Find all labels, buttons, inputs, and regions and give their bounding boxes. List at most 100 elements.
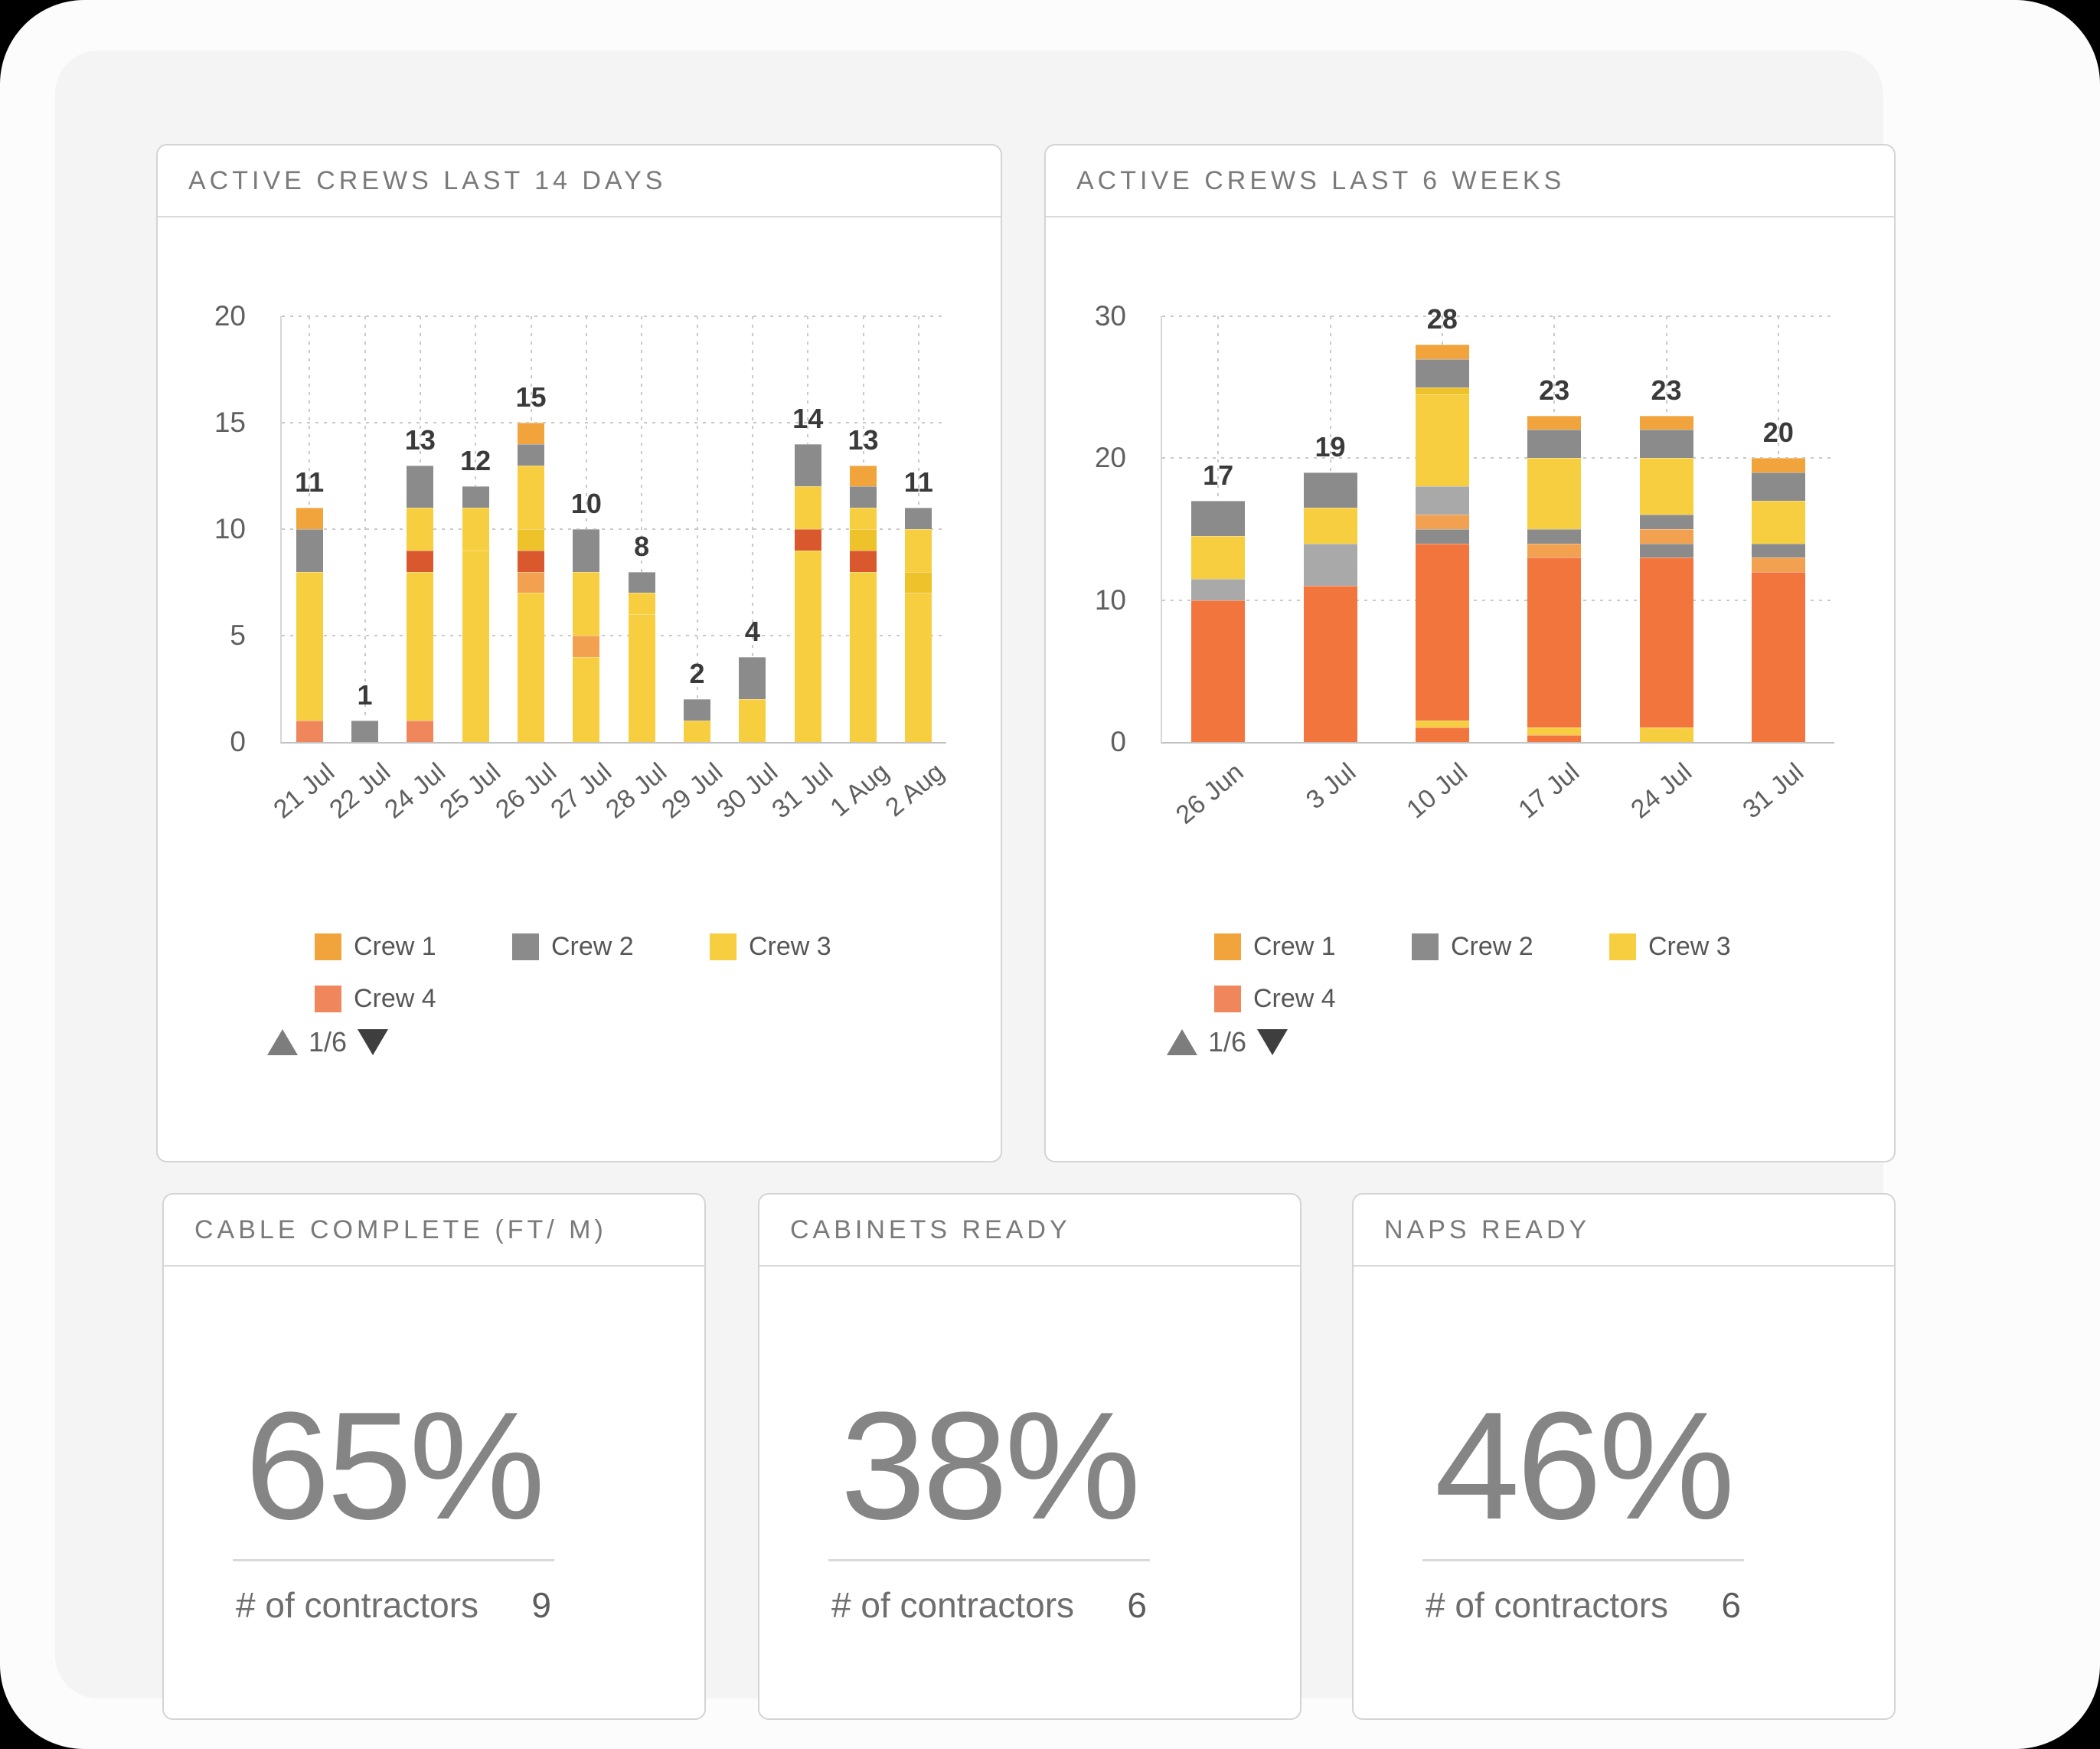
bar-segment[interactable]	[794, 529, 821, 551]
bar-segment[interactable]	[407, 550, 434, 572]
bar-segment[interactable]	[1527, 529, 1582, 544]
legend-page-down-icon[interactable]	[358, 1029, 389, 1055]
bar-segment[interactable]	[1415, 529, 1469, 544]
bar-segment[interactable]	[518, 550, 544, 572]
bar-26-jul[interactable]	[518, 423, 544, 742]
bar-segment[interactable]	[1639, 415, 1693, 430]
bar-30-jul[interactable]	[739, 656, 766, 742]
legend-page-down-icon[interactable]	[1257, 1029, 1288, 1055]
bar-10-jul[interactable]	[1415, 345, 1469, 742]
bar-segment[interactable]	[1303, 543, 1357, 587]
bar-segment[interactable]	[573, 636, 600, 657]
bar-1-aug[interactable]	[850, 465, 877, 742]
bar-segment[interactable]	[1751, 557, 1805, 572]
bar-segment[interactable]	[351, 721, 378, 742]
bar-segment[interactable]	[850, 508, 877, 530]
bar-segment[interactable]	[850, 529, 877, 551]
bar-segment[interactable]	[1415, 543, 1469, 721]
legend-item-crew-3[interactable]: Crew 3	[710, 920, 907, 973]
bar-segment[interactable]	[518, 593, 544, 742]
bar-segment[interactable]	[1527, 415, 1582, 430]
bar-segment[interactable]	[1639, 543, 1693, 558]
legend-item-crew-4[interactable]: Crew 4	[315, 973, 512, 1025]
bar-segment[interactable]	[794, 550, 821, 742]
bar-3-jul[interactable]	[1303, 472, 1357, 742]
bar-segment[interactable]	[1191, 500, 1246, 537]
bar-segment[interactable]	[850, 465, 877, 487]
legend-page-up-icon[interactable]	[267, 1029, 298, 1055]
bar-segment[interactable]	[1751, 472, 1805, 501]
bar-segment[interactable]	[628, 614, 655, 742]
bar-17-jul[interactable]	[1527, 415, 1582, 742]
bar-segment[interactable]	[739, 656, 766, 700]
bar-segment[interactable]	[407, 508, 434, 551]
bar-segment[interactable]	[518, 571, 544, 593]
bar-segment[interactable]	[1527, 430, 1582, 459]
bar-segment[interactable]	[1751, 458, 1805, 472]
bar-segment[interactable]	[1303, 472, 1357, 508]
bar-segment[interactable]	[1303, 586, 1357, 742]
bar-24-jul[interactable]	[407, 465, 434, 742]
bar-segment[interactable]	[1415, 727, 1469, 742]
bar-segment[interactable]	[684, 721, 710, 742]
bar-2-aug[interactable]	[905, 508, 932, 742]
bar-31-jul[interactable]	[794, 443, 821, 742]
bar-segment[interactable]	[1751, 543, 1805, 558]
bar-segment[interactable]	[684, 699, 710, 721]
bar-22-jul[interactable]	[351, 721, 378, 742]
bar-segment[interactable]	[905, 529, 932, 572]
bar-segment[interactable]	[296, 508, 323, 530]
bar-segment[interactable]	[905, 571, 932, 593]
bar-segment[interactable]	[296, 529, 323, 572]
bar-segment[interactable]	[905, 508, 932, 530]
bar-segment[interactable]	[1527, 543, 1582, 558]
bar-segment[interactable]	[1191, 536, 1246, 579]
bar-segment[interactable]	[407, 465, 434, 508]
bar-segment[interactable]	[739, 699, 766, 742]
bar-29-jul[interactable]	[684, 699, 710, 742]
bar-segment[interactable]	[1639, 727, 1693, 742]
bar-segment[interactable]	[1415, 345, 1469, 359]
bar-26-jun[interactable]	[1191, 500, 1246, 742]
bar-segment[interactable]	[1751, 571, 1805, 742]
bar-segment[interactable]	[1415, 394, 1469, 487]
legend-item-crew-4[interactable]: Crew 4	[1214, 973, 1412, 1025]
bar-segment[interactable]	[296, 721, 323, 742]
bar-segment[interactable]	[462, 486, 489, 508]
bar-segment[interactable]	[1415, 721, 1469, 728]
bar-segment[interactable]	[1639, 557, 1693, 728]
bar-segment[interactable]	[1415, 358, 1469, 387]
bar-segment[interactable]	[794, 486, 821, 530]
bar-segment[interactable]	[518, 529, 544, 551]
legend-page-up-icon[interactable]	[1167, 1029, 1197, 1055]
bar-segment[interactable]	[850, 571, 877, 742]
bar-segment[interactable]	[407, 571, 434, 721]
bar-28-jul[interactable]	[628, 571, 655, 742]
bar-27-jul[interactable]	[573, 529, 600, 742]
legend-item-crew-3[interactable]: Crew 3	[1609, 920, 1807, 973]
bar-24-jul[interactable]	[1639, 415, 1693, 742]
bar-segment[interactable]	[1415, 515, 1469, 530]
bar-segment[interactable]	[1191, 578, 1246, 600]
legend-item-crew-1[interactable]: Crew 1	[1214, 920, 1412, 973]
bar-segment[interactable]	[407, 721, 434, 742]
bar-segment[interactable]	[1751, 500, 1805, 544]
bar-segment[interactable]	[1527, 557, 1582, 728]
bar-segment[interactable]	[573, 529, 600, 572]
bar-segment[interactable]	[518, 465, 544, 530]
bar-segment[interactable]	[573, 571, 600, 636]
bar-segment[interactable]	[850, 486, 877, 508]
bar-segment[interactable]	[1303, 508, 1357, 544]
bar-segment[interactable]	[1527, 727, 1582, 735]
bar-segment[interactable]	[518, 443, 544, 466]
bar-segment[interactable]	[628, 571, 655, 593]
legend-item-crew-2[interactable]: Crew 2	[1412, 920, 1609, 973]
legend-item-crew-2[interactable]: Crew 2	[512, 920, 710, 973]
bar-segment[interactable]	[518, 423, 544, 444]
bar-segment[interactable]	[1415, 387, 1469, 394]
legend-item-crew-1[interactable]: Crew 1	[315, 920, 512, 973]
bar-segment[interactable]	[1191, 600, 1246, 742]
bar-segment[interactable]	[573, 656, 600, 742]
bar-segment[interactable]	[296, 571, 323, 721]
bar-segment[interactable]	[794, 443, 821, 487]
